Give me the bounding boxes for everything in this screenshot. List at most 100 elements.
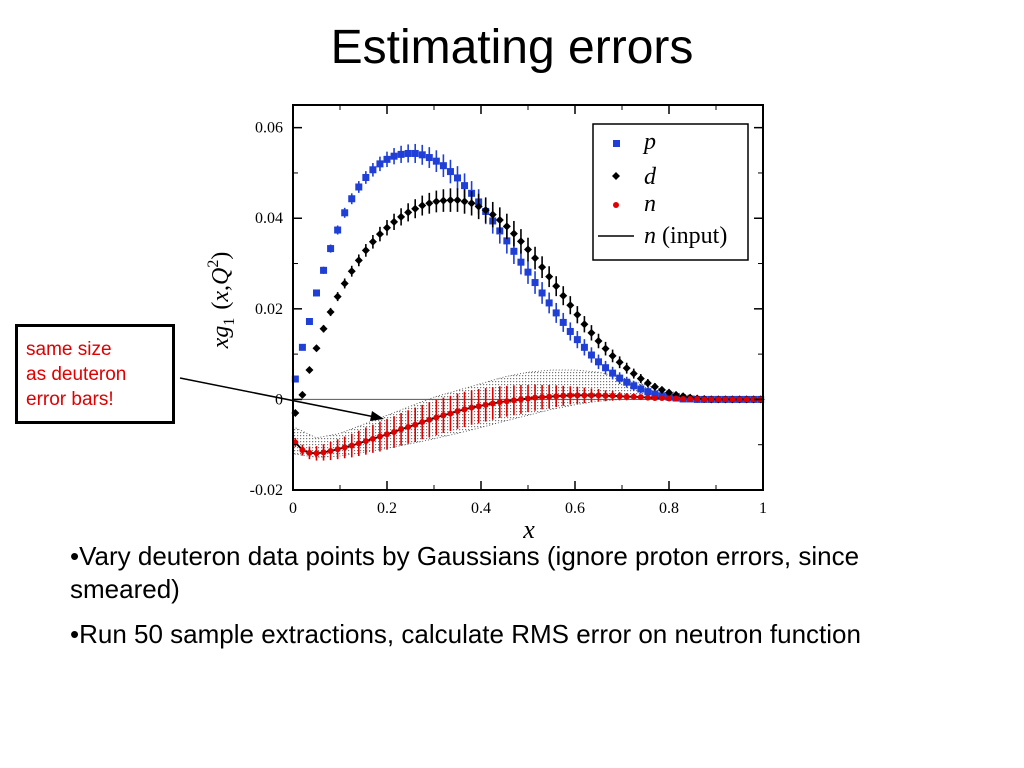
- data-point-n: [588, 392, 595, 399]
- data-point-d: [636, 374, 645, 383]
- data-point-d: [446, 196, 455, 205]
- data-point-p: [320, 266, 328, 274]
- data-point-d: [587, 328, 596, 337]
- callout-arrow-line: [179, 377, 381, 419]
- y-tick-label: -0.02: [250, 482, 283, 499]
- data-point-n: [440, 412, 447, 419]
- x-tick-label: 0.4: [471, 500, 491, 517]
- data-point-n: [595, 392, 602, 399]
- data-point-d: [361, 246, 370, 255]
- data-point-n: [369, 435, 376, 442]
- bullet-item-2: •Run 50 sample extractions, calculate RM…: [70, 619, 861, 649]
- data-point-p: [383, 155, 391, 163]
- data-point-d: [460, 197, 469, 206]
- data-point-p: [545, 299, 553, 307]
- y-title-close: ): [208, 252, 234, 260]
- data-point-d: [650, 382, 659, 391]
- data-point-p: [580, 343, 588, 351]
- data-point-d: [509, 229, 518, 238]
- data-point-n: [602, 392, 609, 399]
- data-point-d: [298, 390, 307, 399]
- data-point-n: [405, 424, 412, 431]
- data-point-n: [609, 392, 616, 399]
- data-point-d: [474, 202, 483, 211]
- data-point-p: [298, 343, 306, 351]
- data-point-p: [461, 182, 469, 190]
- data-point-d: [333, 292, 342, 301]
- data-point-d: [425, 199, 434, 208]
- data-point-d: [467, 199, 476, 208]
- data-point-n: [581, 392, 588, 399]
- data-point-n: [398, 426, 405, 433]
- legend: p d n n (input): [592, 123, 749, 261]
- data-point-p: [616, 374, 624, 382]
- series-n: [292, 384, 764, 461]
- data-point-d: [383, 223, 391, 232]
- data-point-n: [306, 449, 313, 456]
- data-point-n: [532, 394, 539, 401]
- data-point-p: [559, 318, 567, 326]
- data-point-n: [510, 397, 517, 404]
- data-point-n: [496, 399, 503, 406]
- data-point-d: [601, 344, 610, 353]
- data-point-n: [355, 440, 362, 447]
- data-point-n: [722, 396, 729, 403]
- data-point-p: [305, 318, 313, 326]
- data-point-n: [454, 408, 461, 415]
- callout-line-2: as deuteron: [26, 364, 127, 385]
- data-point-n: [553, 393, 560, 400]
- data-point-n: [637, 394, 644, 401]
- legend-marker-n: [613, 202, 619, 208]
- data-point-n: [313, 450, 320, 457]
- y-tick-label: 0.02: [255, 301, 283, 318]
- data-point-p: [425, 154, 433, 162]
- data-point-n: [560, 392, 567, 399]
- data-point-p: [390, 152, 398, 160]
- data-point-n: [708, 396, 715, 403]
- data-point-d: [531, 254, 540, 263]
- data-point-d: [439, 196, 448, 205]
- data-point-n: [412, 421, 419, 428]
- data-point-n: [644, 394, 651, 401]
- data-point-p: [630, 382, 638, 390]
- data-point-n: [376, 433, 383, 440]
- data-point-n: [525, 395, 531, 402]
- data-point-d: [594, 336, 603, 345]
- data-point-d: [538, 263, 547, 272]
- data-point-d: [397, 212, 406, 221]
- data-point-n: [651, 395, 658, 402]
- data-point-p: [637, 385, 645, 393]
- data-point-d: [552, 282, 561, 291]
- data-point-d: [488, 210, 497, 219]
- slide-title: Estimating errors: [330, 21, 694, 74]
- data-point-n: [341, 444, 348, 451]
- data-point-d: [481, 206, 490, 215]
- data-point-p: [587, 351, 595, 359]
- callout-line-3: error bars!: [26, 389, 114, 410]
- error-band: [292, 369, 764, 458]
- data-point-n: [426, 416, 433, 423]
- y-title-comma: ,: [208, 285, 234, 291]
- data-point-d: [559, 291, 568, 300]
- y-title-x2: x: [208, 291, 234, 303]
- data-point-d: [566, 301, 575, 310]
- y-tick-label: 0.06: [255, 120, 283, 137]
- data-point-n: [482, 401, 489, 408]
- data-point-p: [524, 268, 532, 276]
- data-point-d: [643, 379, 652, 388]
- data-point-p: [566, 327, 574, 335]
- data-point-n: [743, 396, 750, 403]
- data-point-n: [517, 396, 524, 403]
- y-title-sup: 2: [205, 260, 222, 268]
- data-point-p: [404, 149, 412, 157]
- data-point-d: [390, 217, 399, 226]
- data-point-n: [666, 395, 672, 402]
- data-point-p: [341, 209, 349, 217]
- data-point-d: [580, 320, 589, 329]
- x-tick-label: 0: [289, 500, 297, 517]
- data-point-p: [348, 195, 356, 203]
- y-title-open: (: [208, 302, 234, 310]
- data-point-d: [368, 237, 377, 246]
- callout-arrow-head: [370, 411, 384, 421]
